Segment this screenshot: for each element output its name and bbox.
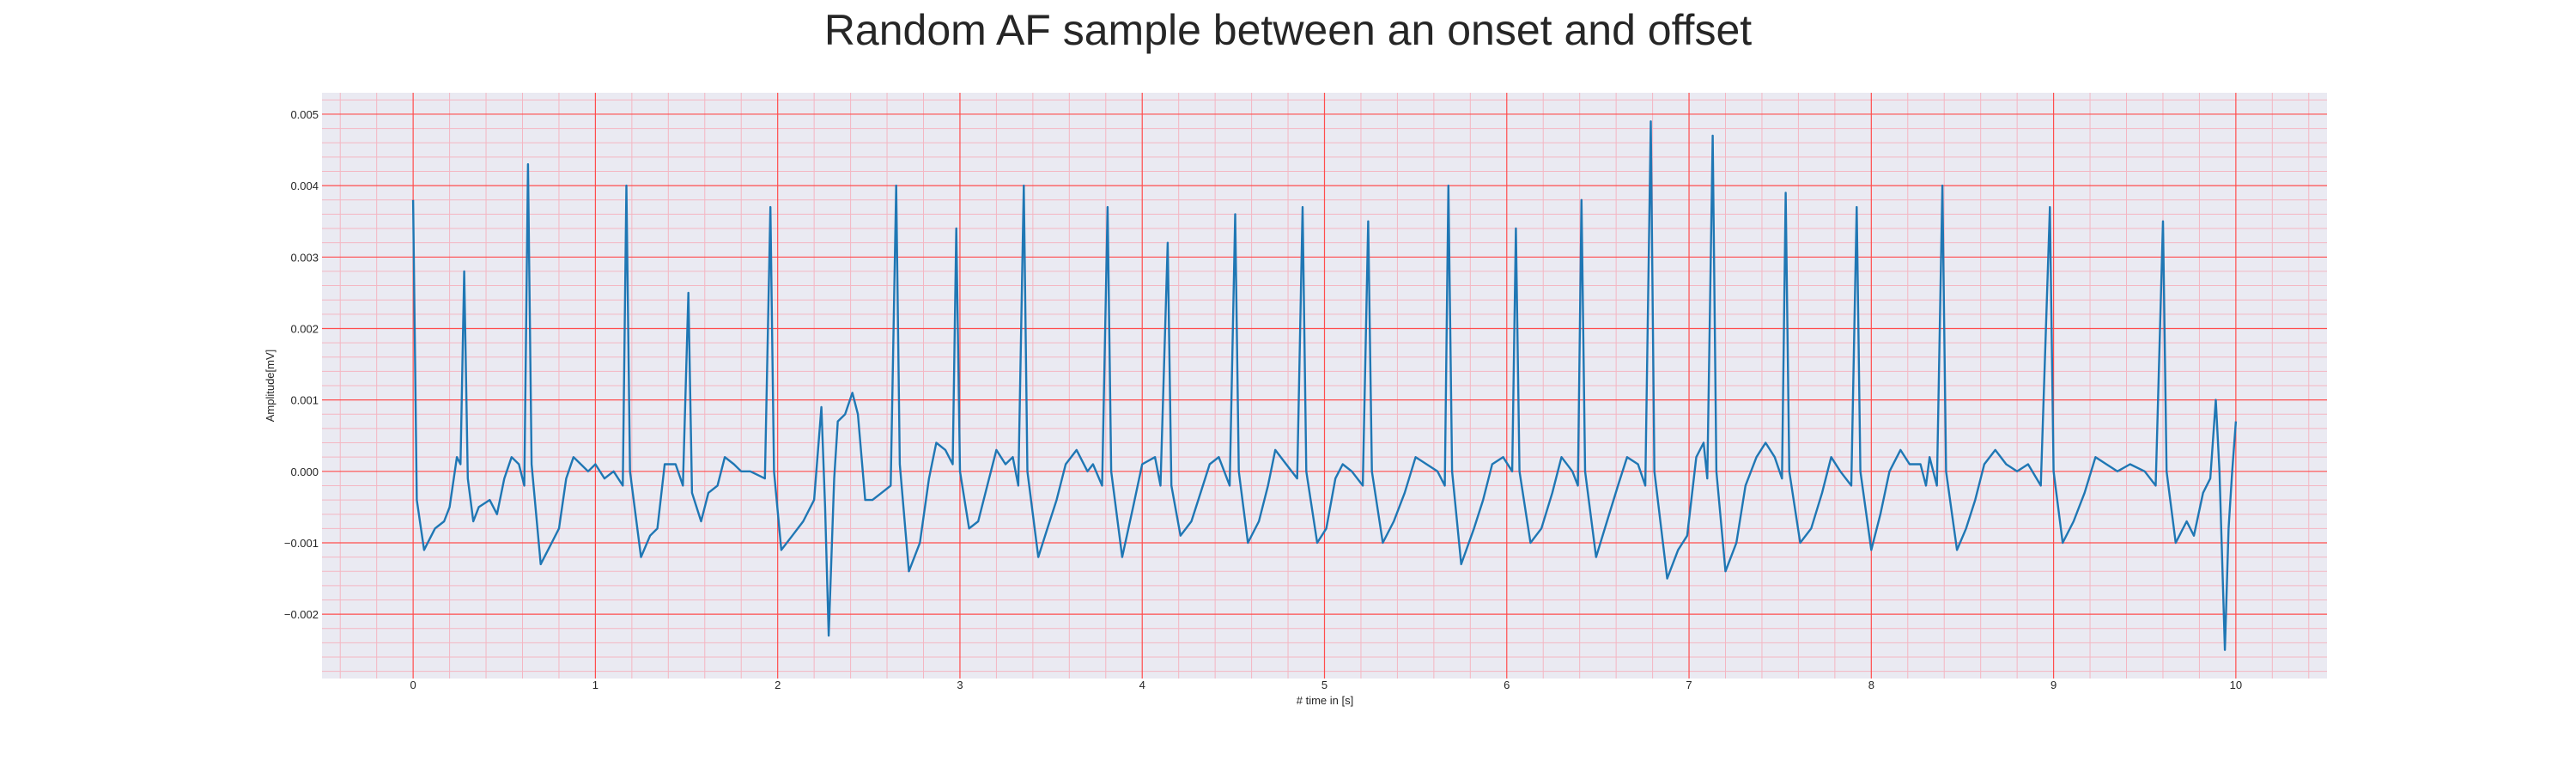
x-tick-label: 8 [1868,679,1874,691]
y-tick-label: −0.002 [284,608,319,621]
x-tick-label: 4 [1139,679,1145,691]
x-tick-label: 1 [592,679,598,691]
y-tick-label: 0.001 [290,394,319,407]
major-grid [322,93,2327,679]
y-tick-labels: −0.002 −0.001 0.000 0.001 0.002 0.003 0.004 0.0… [284,108,319,621]
chart-title: Random AF sample between an onset and of… [823,6,1753,54]
y-tick-label: 0.002 [290,322,319,335]
x-tick-label: 5 [1321,679,1327,691]
y-tick-label: 0.003 [290,251,319,264]
x-tick-label: 9 [2050,679,2057,691]
y-tick-label: 0.005 [290,108,319,121]
y-tick-label: 0.000 [290,466,319,478]
y-tick-label: 0.004 [290,180,319,192]
y-axis-label: Amplitude[mV] [264,350,276,423]
ecg-series-line [411,120,2238,651]
x-tick-label: 6 [1504,679,1510,691]
x-tick-label: 0 [410,679,416,691]
x-tick-label: 3 [957,679,963,691]
x-tick-labels: 0 1 2 3 4 5 6 7 8 9 10 [410,679,2243,691]
x-axis-label: # time in [s] [1297,694,1353,707]
x-tick-label: 10 [2230,679,2242,691]
x-tick-label: 7 [1686,679,1692,691]
y-tick-label: −0.001 [284,537,319,550]
x-tick-label: 2 [775,679,781,691]
